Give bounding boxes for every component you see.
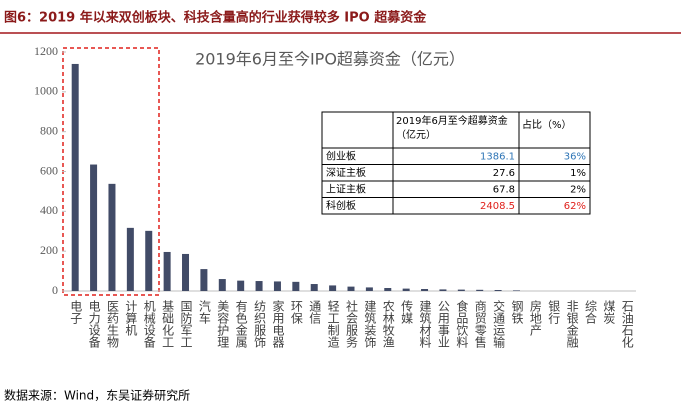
x-tick-label: 食品饮料: [455, 299, 469, 348]
x-tick-label: 机械设备: [142, 300, 156, 349]
bar: [273, 281, 281, 291]
x-tick-label: 银行: [547, 300, 561, 324]
bar: [108, 183, 116, 291]
x-tick-label: 环保: [289, 300, 303, 324]
bar: [182, 253, 190, 291]
table-header-text: 2019年6月至今超募资金（亿元）: [396, 116, 508, 141]
bar: [310, 284, 318, 291]
bar: [237, 280, 245, 291]
x-tick-label: 非银金融: [565, 300, 579, 349]
bar: [476, 289, 484, 291]
bar: [163, 251, 171, 291]
table-cell: 67.8: [493, 184, 515, 195]
bar: [126, 227, 134, 291]
x-tick-label: 医药生物: [105, 300, 119, 348]
x-tick-label: 电子: [69, 300, 83, 324]
bar: [439, 289, 447, 291]
x-tick-label: 煤炭: [602, 300, 616, 325]
y-tick-label: 400: [40, 203, 58, 217]
bar: [145, 230, 153, 291]
bar: [329, 285, 337, 291]
x-tick-label: 农林牧渔: [381, 300, 395, 348]
bar: [384, 288, 392, 291]
table-cell: 创业板: [326, 149, 356, 162]
x-tick-label: 传媒: [400, 299, 414, 324]
bar: [292, 281, 300, 291]
table-header: 占比（%）: [522, 120, 572, 131]
bar: [200, 269, 208, 291]
y-tick-label: 600: [40, 163, 58, 177]
bar: [347, 286, 355, 291]
x-tick-label: 房地产: [528, 299, 542, 337]
bar: [71, 63, 79, 292]
x-tick-label: 计算机: [124, 300, 138, 336]
table-header: 2019年6月至今超募资金（亿元）: [396, 116, 508, 141]
x-tick-label: 建筑装饰: [363, 300, 377, 348]
table-header-text: 占比（%）: [522, 120, 572, 131]
bar: [512, 290, 520, 291]
y-tick-label: 1200: [34, 44, 58, 58]
chart-title: 2019年6月至今IPO超募资金（亿元）: [195, 50, 465, 69]
y-tick-label: 1000: [34, 84, 58, 98]
x-tick-label: 通信: [308, 300, 322, 325]
x-tick-label: 石油石化: [620, 300, 634, 349]
bar: [457, 289, 465, 291]
source: 数据来源：Wind，东吴证券研究所: [4, 388, 190, 403]
x-tick-label: 公用事业: [436, 300, 450, 348]
table-cell: 2408.5: [480, 201, 515, 212]
x-tick-label: 美容护理: [216, 300, 230, 348]
table-cell: 36%: [564, 151, 586, 162]
bar: [494, 290, 502, 291]
x-tick-label: 商贸零售: [473, 299, 487, 348]
x-tick-label: 纺织服饰: [253, 300, 267, 348]
table-cell: 深证主板: [326, 166, 366, 179]
x-tick-label: 综合: [584, 300, 598, 324]
x-tick-label: 钢铁: [510, 300, 524, 324]
table-cell: 1%: [570, 168, 586, 179]
bar: [90, 164, 98, 291]
figure-title: 图6：2019 年以来双创板块、科技含量高的行业获得较多 IPO 超募资金: [4, 10, 427, 26]
x-tick-label: 交通运输: [492, 299, 506, 349]
y-tick-label: 0: [52, 283, 58, 297]
x-tick-label: 汽车: [197, 299, 211, 325]
bar: [365, 287, 373, 291]
bar: [218, 279, 226, 291]
table-cell: 27.6: [493, 168, 515, 179]
bar: [421, 289, 429, 291]
x-tick-label: 社会服务: [345, 299, 359, 348]
table-cell: 62%: [564, 201, 586, 212]
x-tick-label: 基础化工: [161, 300, 175, 348]
y-tick-label: 800: [40, 123, 58, 137]
x-tick-label: 有色金属: [234, 300, 248, 349]
x-tick-label: 电力设备: [87, 300, 101, 349]
y-tick-label: 200: [40, 243, 58, 257]
table-cell: 1386.1: [480, 151, 515, 162]
table-cell: 上证主板: [326, 182, 366, 195]
x-tick-label: 国防军工: [179, 300, 193, 348]
x-tick-label: 建筑材料: [418, 300, 432, 348]
table-cell: 科创板: [326, 199, 356, 212]
table-cell: 2%: [570, 184, 586, 195]
x-tick-label: 轻工制造: [326, 300, 340, 348]
bar: [402, 288, 410, 291]
bar: [255, 281, 263, 291]
x-tick-label: 家用电器: [271, 299, 285, 349]
